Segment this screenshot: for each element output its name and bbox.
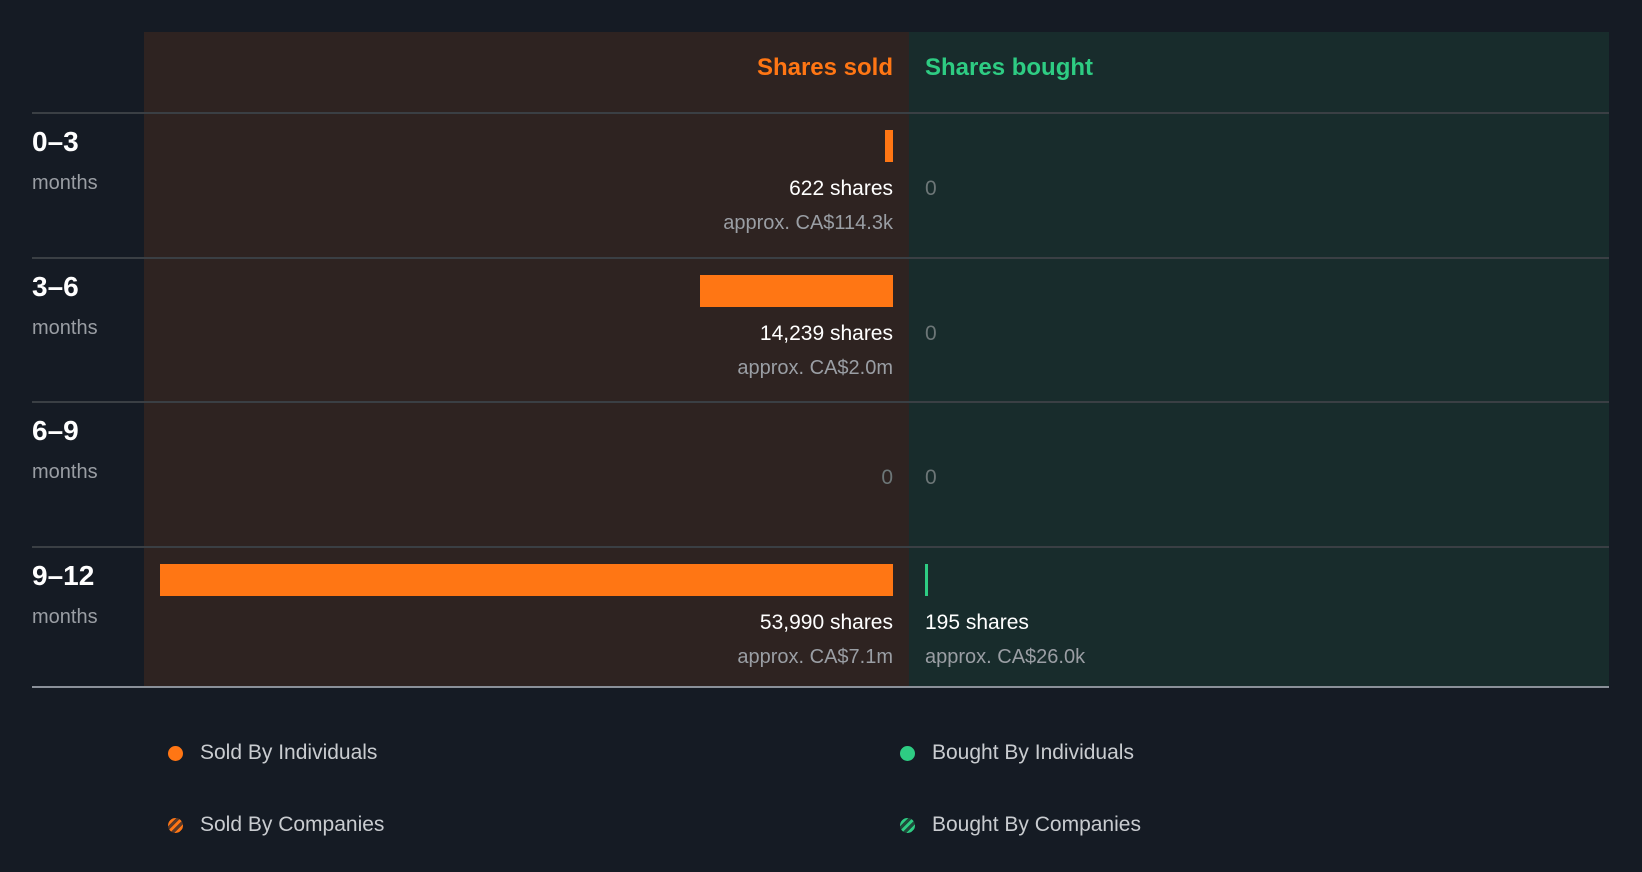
legend-label: Bought By Individuals <box>932 741 1134 764</box>
bought-shares-value: 195 shares <box>925 610 1029 634</box>
sold-shares-value: 53,990 shares <box>759 610 893 634</box>
sold-shares-value: 622 shares <box>789 177 893 200</box>
period-unit: months <box>32 316 98 339</box>
bought-zero-value: 0 <box>925 177 937 200</box>
chart-row: 9–12 months 53,990 shares approx. CA$7.1m 19… <box>0 548 1642 692</box>
legend-label: Sold By Individuals <box>200 741 378 764</box>
chart-row: 3–6 months 14,239 shares approx. CA$2.0m 0 <box>0 259 1642 403</box>
row-divider <box>32 401 1609 403</box>
striped-dot-icon <box>900 817 915 833</box>
sold-bar <box>160 563 893 596</box>
period-label: 0–3 <box>32 126 79 157</box>
sold-zero-value: 0 <box>881 466 893 489</box>
period-label: 6–9 <box>32 415 79 446</box>
legend-label: Bought By Companies <box>932 813 1141 836</box>
legend-item: Bought By Companies <box>900 813 1141 837</box>
shares-sold-header: Shares sold <box>756 54 893 81</box>
sold-approx-value: approx. CA$7.1m <box>737 645 893 668</box>
legend-label: Sold By Companies <box>200 813 385 836</box>
period-label: 3–6 <box>32 270 79 302</box>
shares-bought-header: Shares bought <box>925 54 1094 81</box>
striped-dot-icon <box>168 817 183 833</box>
bought-approx-value: approx. CA$26.0k <box>925 645 1086 668</box>
legend-item: Sold By Individuals <box>168 741 377 765</box>
period-unit: months <box>32 461 98 483</box>
period-unit: months <box>32 172 98 194</box>
sold-bar <box>699 274 893 307</box>
sold-approx-value: approx. CA$2.0m <box>737 356 893 379</box>
chart-row: 0–3 months 622 shares approx. CA$114.3k 0 <box>0 114 1642 258</box>
sold-shares-value: 14,239 shares <box>759 321 893 345</box>
legend-item: Bought By Individuals <box>900 741 1134 765</box>
row-divider <box>32 112 1609 114</box>
period-unit: months <box>32 605 98 628</box>
period-label: 9–12 <box>32 559 95 591</box>
shares-bought-panel <box>909 32 1609 687</box>
sold-bar <box>884 130 893 162</box>
legend-item: Sold By Companies <box>168 813 384 837</box>
bought-zero-value: 0 <box>925 466 937 489</box>
bought-bar <box>925 563 928 596</box>
dot-icon <box>900 745 915 761</box>
chart-row: 6–9 months 0 0 <box>0 403 1642 547</box>
dot-icon <box>168 745 183 761</box>
row-divider <box>32 545 1609 548</box>
row-divider <box>32 256 1609 259</box>
chart-baseline <box>32 686 1609 688</box>
sold-approx-value: approx. CA$114.3k <box>723 212 893 234</box>
bought-zero-value: 0 <box>925 321 937 345</box>
